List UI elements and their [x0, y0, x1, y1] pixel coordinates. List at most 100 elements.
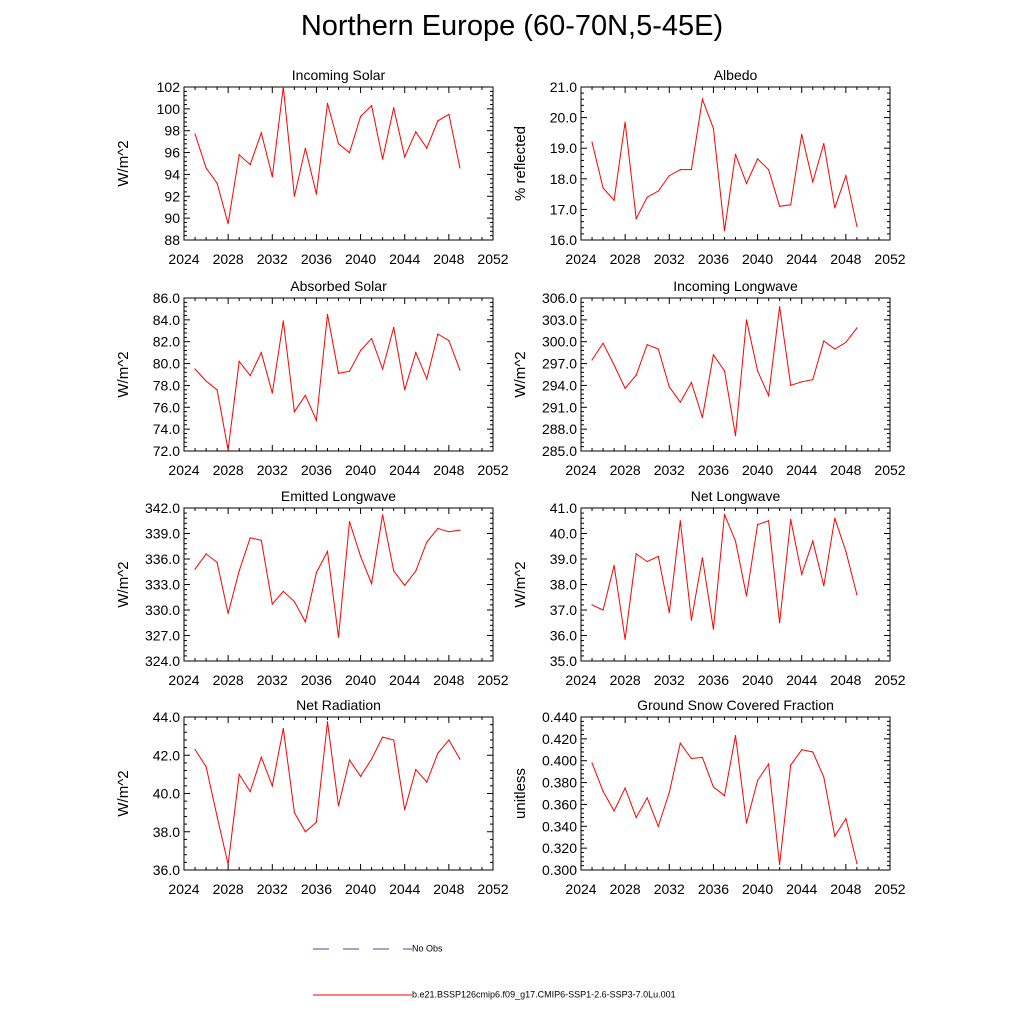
- x-tick-label: 2044: [389, 672, 420, 688]
- x-tick-label: 2028: [610, 251, 641, 267]
- series-line-0: [194, 314, 461, 450]
- y-tick-label: 42.0: [153, 747, 180, 763]
- data-point: [679, 520, 681, 522]
- x-tick-label: 2052: [874, 251, 905, 267]
- data-point: [834, 517, 836, 519]
- data-point: [801, 381, 803, 383]
- data-point: [271, 176, 273, 178]
- data-point: [282, 590, 284, 592]
- y-tick-label: 0.320: [542, 840, 577, 856]
- x-tick-label: 2024: [168, 251, 199, 267]
- x-tick-label: 2052: [477, 462, 508, 478]
- data-point: [591, 604, 593, 606]
- y-tick-label: 0.420: [542, 731, 577, 747]
- data-point: [768, 763, 770, 765]
- data-point: [448, 340, 450, 342]
- data-point: [856, 225, 858, 227]
- x-tick-label: 2032: [257, 881, 288, 897]
- y-tick-label: 0.360: [542, 796, 577, 812]
- y-tick-label: 0.340: [542, 818, 577, 834]
- data-point: [790, 204, 792, 206]
- data-point: [745, 595, 748, 597]
- data-point: [812, 540, 814, 542]
- data-point: [415, 768, 417, 771]
- data-point: [635, 553, 637, 555]
- x-tick-label: 2032: [257, 251, 288, 267]
- data-point: [690, 169, 692, 171]
- data-point: [337, 805, 340, 807]
- legend-model: b.e21.BSSP126cmip6.f09_g17.CMIP6-SSP1-2.…: [312, 988, 676, 1002]
- legend-obs-swatch: [313, 948, 412, 950]
- data-point: [337, 372, 340, 375]
- data-point: [657, 555, 659, 558]
- data-point: [459, 167, 461, 169]
- x-tick-label: 2024: [565, 672, 596, 688]
- data-point: [249, 163, 251, 166]
- data-point: [790, 384, 792, 387]
- panel-6: Net Radiation 2024 2028 2032 2036 2040 2044 204…: [115, 697, 509, 897]
- data-point: [845, 550, 847, 552]
- data-point: [194, 133, 196, 135]
- data-point: [459, 529, 461, 531]
- data-point: [415, 570, 417, 572]
- data-point: [459, 758, 461, 760]
- x-tick-label: 2032: [257, 462, 288, 478]
- plot-frame: [183, 86, 494, 241]
- data-point: [745, 822, 748, 824]
- panel-title: Albedo: [714, 67, 758, 83]
- x-tick-label: 2052: [477, 881, 508, 897]
- data-point: [216, 389, 218, 391]
- data-point: [448, 113, 450, 115]
- data-point: [216, 815, 218, 818]
- x-tick-label: 2048: [433, 881, 464, 897]
- y-tick-label: 17.0: [550, 201, 577, 217]
- data-point: [194, 368, 196, 370]
- data-point: [834, 207, 836, 209]
- y-tick-label: 21.0: [550, 79, 577, 95]
- x-tick-label: 2040: [345, 462, 376, 478]
- data-point: [304, 831, 306, 833]
- y-tick-label: 285.0: [542, 443, 577, 459]
- data-point: [679, 401, 681, 403]
- y-tick-label: 339.0: [145, 526, 180, 542]
- data-point: [315, 419, 318, 421]
- legend-model-label: b.e21.BSSP126cmip6.f09_g17.CMIP6-SSP1-2.…: [412, 989, 676, 1000]
- x-tick-label: 2028: [213, 462, 244, 478]
- data-point: [371, 337, 373, 340]
- x-tick-label: 2036: [301, 462, 332, 478]
- panel-1: Albedo 2024 2028 2032 2036 2040 2044 2048 2052 16…: [512, 67, 906, 267]
- data-point: [856, 327, 858, 329]
- data-point: [668, 175, 670, 177]
- y-axis-label: W/m^2: [512, 351, 529, 397]
- data-point: [238, 570, 240, 572]
- y-tick-label: 19.0: [550, 140, 577, 156]
- plot-frame: [580, 297, 891, 452]
- data-point: [823, 776, 825, 778]
- data-point: [734, 153, 737, 155]
- x-tick-label: 2028: [610, 881, 641, 897]
- x-tick-label: 2048: [433, 462, 464, 478]
- data-point: [404, 389, 406, 391]
- panel-title: Incoming Longwave: [673, 278, 798, 294]
- y-tick-label: 102: [157, 79, 181, 95]
- data-point: [437, 527, 439, 530]
- x-tick-label: 2028: [610, 672, 641, 688]
- data-point: [382, 514, 384, 516]
- data-point: [227, 223, 229, 225]
- y-tick-label: 82.0: [153, 334, 180, 350]
- data-point: [845, 341, 847, 344]
- y-tick-label: 303.0: [542, 312, 577, 328]
- data-point: [613, 564, 615, 566]
- y-tick-label: 0.300: [542, 862, 577, 878]
- y-tick-label: 18.0: [550, 171, 577, 187]
- data-point: [426, 378, 428, 380]
- y-tick-label: 16.0: [550, 232, 577, 248]
- data-point: [393, 326, 395, 329]
- x-tick-label: 2040: [345, 251, 376, 267]
- data-point: [845, 818, 847, 820]
- data-point: [326, 102, 329, 104]
- data-point: [712, 786, 715, 788]
- data-point: [768, 395, 770, 397]
- x-tick-label: 2044: [786, 881, 817, 897]
- panel-title: Ground Snow Covered Fraction: [637, 697, 834, 713]
